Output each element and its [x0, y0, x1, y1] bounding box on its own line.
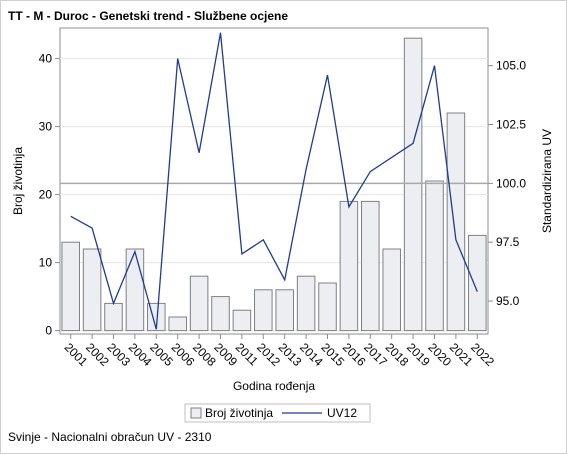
bar-2008 — [189, 275, 209, 332]
left-axis-ticks: 0 10 20 30 40 — [39, 52, 60, 338]
bar-2013 — [275, 289, 294, 332]
bar-2012 — [254, 289, 273, 332]
y2-tick-label-3: 102.5 — [496, 118, 526, 132]
bar-2009 — [211, 296, 230, 332]
y2-tick-label-4: 105.0 — [496, 59, 526, 73]
y2-tick-label-2: 100.0 — [496, 176, 526, 190]
line-series — [70, 32, 478, 330]
bar-2020 — [425, 180, 444, 332]
y2-axis-label: Standardizirana UV — [540, 129, 554, 233]
bar-2003 — [104, 302, 123, 332]
y-tick-label-2: 20 — [39, 188, 53, 202]
legend-line-label: UV12 — [327, 406, 357, 420]
x-axis-label: Godina rođenja — [233, 379, 315, 393]
x-axis-ticks: 2001200220032004200520062008200920112012… — [62, 334, 497, 369]
bar-2019 — [403, 37, 423, 332]
legend-bar-swatch — [190, 407, 202, 419]
y-axis-label: Broj životinja — [11, 147, 25, 215]
chart-title: TT - M - Duroc - Genetski trend - Službe… — [8, 9, 289, 23]
bar-2005 — [147, 302, 166, 332]
y-tick-label-0: 0 — [45, 324, 52, 338]
bar-2021 — [446, 112, 466, 332]
bar-2011 — [232, 309, 252, 332]
legend: Broj životinja UV12 — [184, 403, 371, 423]
y-tick-label-4: 40 — [39, 52, 53, 66]
uv12-line — [70, 32, 478, 330]
right-axis-ticks: 95.0 97.5 100.0 102.5 105.0 — [488, 59, 526, 308]
y2-tick-label-1: 97.5 — [496, 235, 520, 249]
y-tick-label-1: 10 — [39, 256, 53, 270]
bar-2015 — [318, 282, 337, 332]
bar-series — [61, 37, 487, 332]
bar-2018 — [382, 248, 401, 332]
plot-area — [59, 27, 489, 335]
bar-2022 — [468, 234, 487, 332]
bar-2001 — [61, 241, 80, 332]
bar-2016 — [339, 200, 359, 332]
legend-frame — [184, 403, 371, 423]
x-tick-label-2011: 2011 — [233, 340, 261, 368]
bar-2017 — [361, 200, 380, 332]
bar-2002 — [82, 248, 102, 332]
bar-2006 — [168, 316, 187, 332]
legend-bar-label: Broj životinja — [205, 406, 273, 420]
bar-2014 — [296, 275, 316, 332]
y2-tick-label-0: 95.0 — [496, 294, 520, 308]
x-tick-label-2001: 2001 — [62, 340, 91, 369]
bar-2004 — [125, 248, 145, 332]
y-tick-label-3: 30 — [39, 120, 53, 134]
chart-footnote: Svinje - Nacionalni obračun UV - 2310 — [8, 430, 212, 444]
